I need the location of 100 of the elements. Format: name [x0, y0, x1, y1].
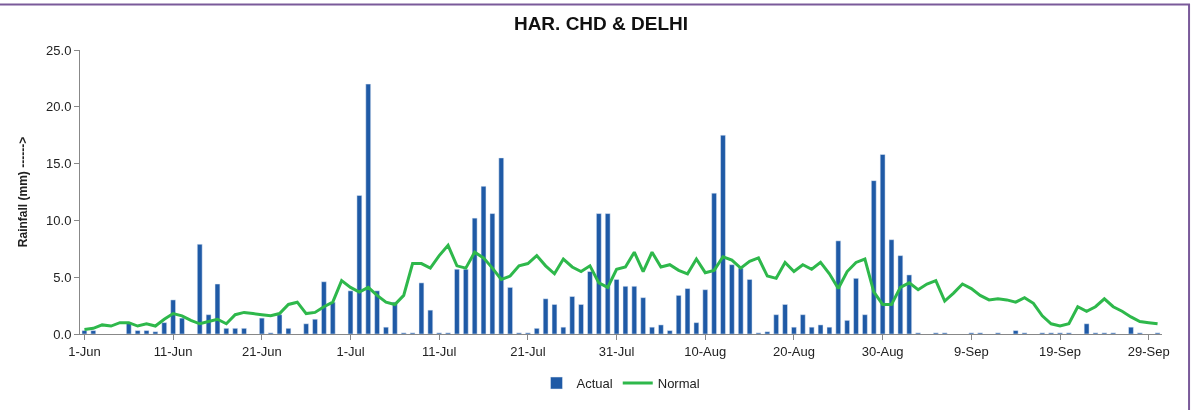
bar — [800, 314, 806, 334]
y-axis-title: Rainfall (mm) ------> — [16, 136, 31, 248]
chart-title: HAR. CHD & DELHI — [513, 12, 689, 34]
bar — [303, 323, 309, 334]
bar — [879, 154, 886, 334]
x-tick-label: 11-Jul — [421, 343, 457, 359]
bar — [161, 322, 167, 334]
bar — [276, 314, 283, 334]
bar — [835, 240, 841, 334]
bar — [640, 297, 646, 334]
bar — [711, 192, 717, 334]
bar — [826, 326, 833, 334]
bar — [613, 279, 620, 334]
bar — [143, 330, 150, 334]
bar — [197, 244, 203, 334]
bar — [1083, 323, 1090, 334]
bar — [702, 289, 708, 334]
bar — [542, 298, 549, 334]
bar — [241, 328, 247, 334]
bar — [817, 324, 824, 334]
bar — [356, 195, 363, 334]
bar — [285, 328, 292, 334]
bar — [888, 239, 895, 334]
bar — [658, 324, 664, 334]
bar — [90, 330, 96, 334]
bar — [569, 296, 575, 334]
bar — [179, 317, 185, 334]
bar — [1128, 326, 1134, 334]
bar — [862, 314, 868, 334]
bar — [693, 322, 700, 334]
y-tick-label: 15.0 — [46, 156, 72, 172]
bar — [81, 330, 88, 334]
bar — [489, 213, 496, 334]
line-series — [82, 243, 1160, 331]
bar — [782, 304, 788, 334]
bar — [631, 286, 637, 334]
bar — [383, 326, 389, 334]
bar — [605, 213, 611, 334]
bar — [738, 267, 744, 334]
bar — [223, 328, 230, 334]
x-tick-label: 9-Sep — [953, 343, 989, 359]
bar — [649, 326, 655, 334]
legend-label: Actual — [576, 376, 613, 392]
bar — [312, 318, 318, 334]
bar — [427, 309, 434, 334]
bar — [764, 331, 771, 334]
bar — [773, 314, 779, 334]
bar — [1012, 330, 1019, 334]
bar — [365, 83, 371, 334]
bar — [507, 287, 513, 334]
x-tick-label: 21-Jul — [510, 343, 546, 359]
bar — [596, 213, 602, 334]
y-tick-label: 0.0 — [53, 326, 72, 342]
bar — [720, 134, 726, 334]
bar — [463, 269, 469, 334]
bar — [808, 326, 815, 334]
x-tick-label: 29-Sep — [1127, 343, 1170, 359]
x-tick-label: 1-Jul — [336, 343, 365, 359]
x-tick-label: 30-Aug — [861, 343, 904, 359]
bar — [374, 290, 380, 334]
bar — [729, 264, 735, 334]
bar — [480, 186, 487, 334]
bar — [587, 271, 593, 334]
x-tick-label: 1-Jun — [68, 343, 101, 359]
bar — [684, 288, 691, 334]
bar — [471, 217, 478, 334]
x-tick-label: 31-Jul — [598, 343, 635, 359]
bar — [454, 269, 460, 334]
bar — [152, 331, 159, 334]
bar — [347, 290, 354, 334]
bar — [897, 255, 904, 334]
bar — [134, 330, 141, 334]
bar — [560, 326, 567, 334]
bar — [578, 304, 584, 334]
y-tick-label: 20.0 — [46, 99, 72, 115]
x-tick-label: 11-Jun — [153, 343, 193, 359]
bar — [214, 283, 221, 334]
legend-label: Normal — [657, 376, 700, 392]
y-tick-label: 25.0 — [46, 42, 72, 58]
bar — [791, 326, 797, 334]
bar — [534, 328, 540, 334]
y-tick-label: 5.0 — [53, 269, 72, 285]
x-tick-label: 19-Sep — [1039, 343, 1081, 359]
bar — [259, 317, 265, 334]
bar — [418, 282, 425, 334]
bar — [551, 304, 558, 334]
bar — [232, 328, 238, 334]
bar — [667, 330, 673, 334]
bar — [622, 286, 629, 334]
bar — [871, 180, 877, 334]
bar — [853, 278, 859, 334]
bar — [906, 274, 912, 334]
bar — [746, 279, 753, 334]
x-tick-label: 20-Aug — [772, 343, 815, 359]
bar — [844, 320, 850, 334]
bar — [675, 295, 682, 334]
bar — [321, 281, 327, 334]
bar — [330, 301, 336, 334]
x-tick-label: 10-Aug — [684, 343, 727, 359]
y-tick-label: 10.0 — [46, 212, 72, 228]
